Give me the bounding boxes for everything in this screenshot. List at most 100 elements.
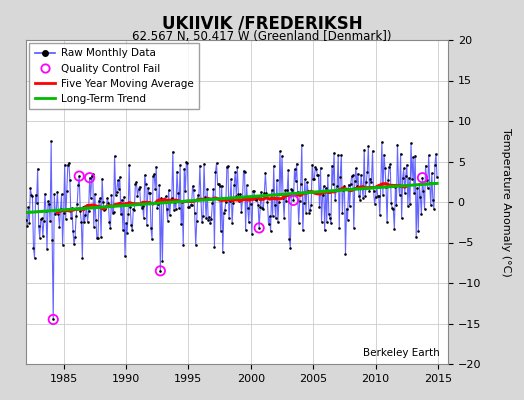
Point: [147, 225, 155, 231]
Point: [211, 169, 220, 175]
Point: [423, 185, 432, 191]
Point: [106, 225, 115, 231]
Point: [227, 176, 235, 182]
Point: [353, 183, 361, 189]
Point: [101, 206, 110, 212]
Point: [427, 202, 435, 208]
Point: [221, 207, 229, 213]
Point: [385, 164, 394, 170]
Point: [121, 253, 129, 259]
Point: [243, 182, 251, 189]
Point: [231, 169, 239, 175]
Point: [401, 172, 410, 179]
Point: [81, 212, 90, 218]
Point: [413, 185, 421, 191]
Point: [133, 193, 141, 199]
Point: [176, 162, 184, 168]
Point: [255, 225, 264, 231]
Point: [181, 188, 190, 194]
Point: [131, 181, 139, 187]
Point: [36, 235, 44, 241]
Point: [339, 186, 347, 193]
Point: [254, 202, 263, 208]
Point: [352, 165, 360, 172]
Point: [75, 173, 83, 179]
Point: [229, 200, 237, 206]
Point: [149, 173, 157, 180]
Point: [63, 162, 72, 168]
Point: [373, 183, 381, 189]
Point: [263, 199, 271, 205]
Point: [248, 231, 256, 237]
Point: [265, 213, 274, 220]
Point: [136, 201, 145, 207]
Point: [62, 188, 71, 194]
Point: [329, 180, 337, 187]
Point: [195, 162, 204, 169]
Point: [192, 217, 201, 224]
Point: [356, 197, 364, 203]
Point: [108, 210, 117, 216]
Point: [400, 190, 409, 196]
Point: [157, 195, 166, 201]
Point: [208, 200, 216, 206]
Point: [228, 220, 236, 226]
Point: [345, 203, 354, 209]
Point: [359, 195, 367, 201]
Point: [161, 193, 170, 200]
Point: [335, 225, 343, 231]
Point: [203, 186, 211, 192]
Point: [140, 172, 149, 178]
Point: [392, 202, 401, 208]
Point: [112, 192, 120, 198]
Point: [127, 222, 135, 228]
Point: [347, 173, 356, 180]
Point: [323, 219, 331, 226]
Point: [275, 199, 283, 205]
Point: [174, 189, 182, 196]
Point: [277, 191, 285, 197]
Point: [375, 193, 383, 199]
Point: [381, 164, 389, 171]
Point: [213, 180, 222, 187]
Point: [245, 219, 253, 226]
Point: [123, 230, 132, 236]
Point: [169, 148, 177, 155]
Point: [86, 195, 95, 201]
Point: [361, 193, 369, 199]
Point: [51, 211, 60, 218]
Point: [49, 316, 58, 323]
Point: [50, 191, 59, 198]
Point: [314, 172, 323, 178]
Point: [321, 227, 329, 234]
Point: [342, 206, 351, 212]
Point: [297, 181, 305, 187]
Point: [42, 208, 50, 214]
Point: [234, 191, 243, 197]
Point: [153, 205, 161, 212]
Point: [425, 180, 434, 186]
Point: [366, 175, 375, 182]
Point: [301, 176, 309, 182]
Point: [318, 219, 326, 225]
Point: [384, 176, 392, 183]
Point: [379, 192, 387, 198]
Point: [155, 182, 163, 188]
Point: [398, 175, 407, 181]
Point: [247, 201, 255, 208]
Point: [396, 150, 405, 157]
Point: [196, 196, 205, 202]
Point: [184, 204, 193, 210]
Point: [267, 187, 276, 193]
Point: [280, 214, 288, 221]
Point: [402, 162, 411, 168]
Point: [44, 198, 52, 204]
Point: [47, 138, 56, 144]
Point: [179, 242, 188, 248]
Point: [332, 187, 340, 194]
Point: [431, 162, 439, 168]
Point: [259, 206, 268, 212]
Point: [148, 236, 156, 242]
Point: [214, 181, 223, 188]
Point: [193, 192, 202, 198]
